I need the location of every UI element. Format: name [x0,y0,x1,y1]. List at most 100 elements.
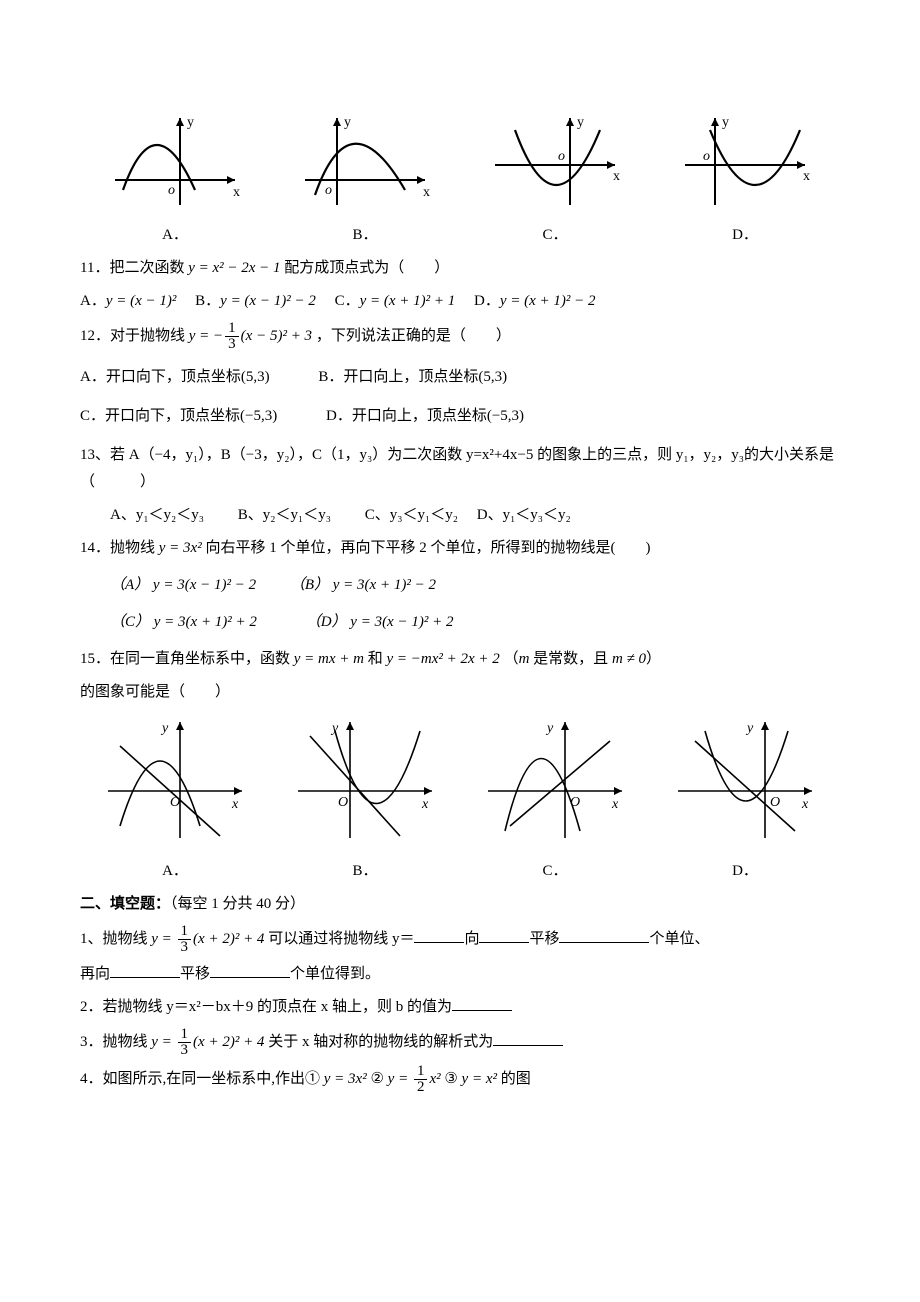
svg-text:x: x [803,169,810,184]
q12-frac-num: 1 [225,321,239,337]
fq1-eq: (x + 2)² + 4 [193,931,264,947]
fq3: 3．抛物线 y = 13(x + 2)² + 4 关于 x 轴对称的抛物线的解析… [80,1027,840,1058]
q14-D: （D） y = 3(x − 1)² + 2 [306,614,454,630]
q15-mid: 和 [368,651,383,667]
q14: 14．抛物线 y = 3x² 向右平移 1 个单位，再向下平移 2 个单位，所得… [80,535,840,562]
q14-post: 向右平移 1 个单位，再向下平移 2 个单位，所得到的抛物线是( ) [205,540,650,556]
section2-note: （每空 1 分共 40 分） [170,896,305,912]
q12-C: C．开口向下，顶点坐标(−5,3) [80,408,277,424]
fq3-eq: (x + 2)² + 4 [193,1034,264,1050]
fq3-den: 3 [178,1043,192,1058]
q14-opts-row2: （C） y = 3(x + 1)² + 2 （D） y = 3(x − 1)² … [80,609,840,636]
q13-B: B、y₂＜y₁＜y₃ [238,507,331,523]
fq4-num: 1 [414,1064,428,1080]
q12-A: A．开口向下，顶点坐标(5,3) [80,369,270,385]
svg-text:y: y [722,115,729,130]
q11-opts: A．y = (x − 1)² B．y = (x − 1)² − 2 C．y = … [80,288,840,315]
fq1-t3: 个单位、 [649,931,709,947]
svg-text:x: x [231,797,239,812]
svg-text:O: O [770,795,780,810]
q12-pre: 12．对于抛物线 [80,328,185,344]
q15-pre: 15．在同一直角坐标系中，函数 [80,651,290,667]
q11: 11．把二次函数 y = x² − 2x − 1 配方成顶点式为（ ） [80,255,840,282]
q12-D: D．开口向上，顶点坐标(−5,3) [326,408,524,424]
fq3-pre: 3．抛物线 [80,1034,148,1050]
fq4-eq3: y = x² [462,1071,497,1087]
q13-opts: A、y₁＜y₂＜y₃ B、y₂＜y₁＜y₃ C、y₃＜y₁＜y₂ D、y₁＜y₃… [80,502,840,529]
fq1-t1: 向 [464,931,479,947]
q15-graph-A: O x y A． [100,716,250,885]
q12-opts-row1: A．开口向下，顶点坐标(5,3) B．开口向上，顶点坐标(5,3) [80,364,840,391]
q15-graph-B: O x y B． [290,716,440,885]
svg-text:o: o [325,183,332,198]
fq1-pre: 1、抛物线 [80,931,148,947]
q15-label-A: A． [100,858,250,885]
svg-text:y: y [160,721,169,736]
fq3-num: 1 [178,1027,192,1043]
fq1-l2pre: 再向 [80,966,110,982]
svg-text:o: o [703,149,710,164]
q15: 15．在同一直角坐标系中，函数 y = mx + m 和 y = −mx² + … [80,646,840,673]
graph-B: o x y B． [295,110,435,249]
q15-eq2: y = −mx² + 2x + 2 [387,651,500,667]
graph-label-B: B． [295,222,435,249]
q15-post3: ） [646,651,661,667]
q14-A: （A） y = 3(x − 1)² − 2 [110,577,256,593]
fq1-den: 3 [178,940,192,955]
q13-A: A、y₁＜y₂＜y₃ [110,507,204,523]
svg-text:x: x [611,797,619,812]
fq1-b3 [559,942,649,943]
q14-opts-row1: （A） y = 3(x − 1)² − 2 （B） y = 3(x + 1)² … [80,572,840,599]
fq3-blank [493,1045,563,1046]
svg-text:O: O [338,795,348,810]
svg-text:y: y [344,115,351,130]
q11-stem-post: 配方成顶点式为（ ） [284,260,449,276]
graph-label-D: D． [675,222,815,249]
q14-B: （B） y = 3(x + 1)² − 2 [290,577,436,593]
svg-text:x: x [613,169,620,184]
q13-stem: 13、若 A（−4，y₁），B（−3，y₂），C（1，y₃）为二次函数 y=x²… [80,442,840,496]
fq4-den: 2 [414,1080,428,1095]
fq1-b1 [414,942,464,943]
q15-tail: 的图象可能是（ ） [80,679,840,706]
fq4-eq1: y = 3x² [324,1071,367,1087]
svg-text:y: y [330,721,339,736]
q11-A: y = (x − 1)² [106,293,177,309]
fq1-l2post: 个单位得到。 [290,966,380,982]
fq1-l2mid: 平移 [180,966,210,982]
fq1-line2: 再向 平移 个单位得到。 [80,961,840,988]
fq2: 2．若抛物线 y＝x²－bx＋9 的顶点在 x 轴上，则 b 的值为 [80,994,840,1021]
svg-text:x: x [421,797,429,812]
fq4-eq2t: x² [429,1071,440,1087]
svg-text:y: y [187,115,194,130]
q11-stem-pre: 11．把二次函数 [80,260,184,276]
q15-neq: m ≠ 0 [612,651,646,667]
q15-graph-C: O x y C． [480,716,630,885]
q15-m: m [519,651,530,667]
fq4-pre: 4．如图所示,在同一坐标系中,作出① [80,1071,320,1087]
q12-frac-den: 3 [225,337,239,352]
q13-D: D、y₁＜y₃＜y₂ [477,507,571,523]
svg-text:o: o [558,149,565,164]
svg-text:y: y [545,721,554,736]
fq2-blank [452,1010,512,1011]
graph-C: o x y C． [485,110,625,249]
q15-graph-row: O x y A． O x y B． O x y [80,716,840,885]
fq3-post: 关于 x 轴对称的抛物线的解析式为 [268,1034,493,1050]
q11-eq: y = x² − 2x − 1 [188,260,280,276]
q15-post1: （ [504,651,519,667]
q12: 12．对于抛物线 y = −13(x − 5)² + 3 ，下列说法正确的是（ … [80,321,840,352]
section2-title: 二、填空题： [80,896,170,912]
q15-label-C: C． [480,858,630,885]
graph-A: o x y A． [105,110,245,249]
fq4: 4．如图所示,在同一坐标系中,作出① y = 3x² ② y = 12x² ③ … [80,1064,840,1095]
q15-eq1: y = mx + m [294,651,364,667]
fq1-t2: 平移 [529,931,559,947]
q15-label-B: B． [290,858,440,885]
q12-opts-row2: C．开口向下，顶点坐标(−5,3) D．开口向上，顶点坐标(−5,3) [80,403,840,430]
svg-text:O: O [170,795,180,810]
svg-text:o: o [168,183,175,198]
fq4-mid2: ③ [444,1071,457,1087]
q10-graph-row: o x y A． o x y B． o x y C． [80,110,840,249]
q15-label-D: D． [670,858,820,885]
